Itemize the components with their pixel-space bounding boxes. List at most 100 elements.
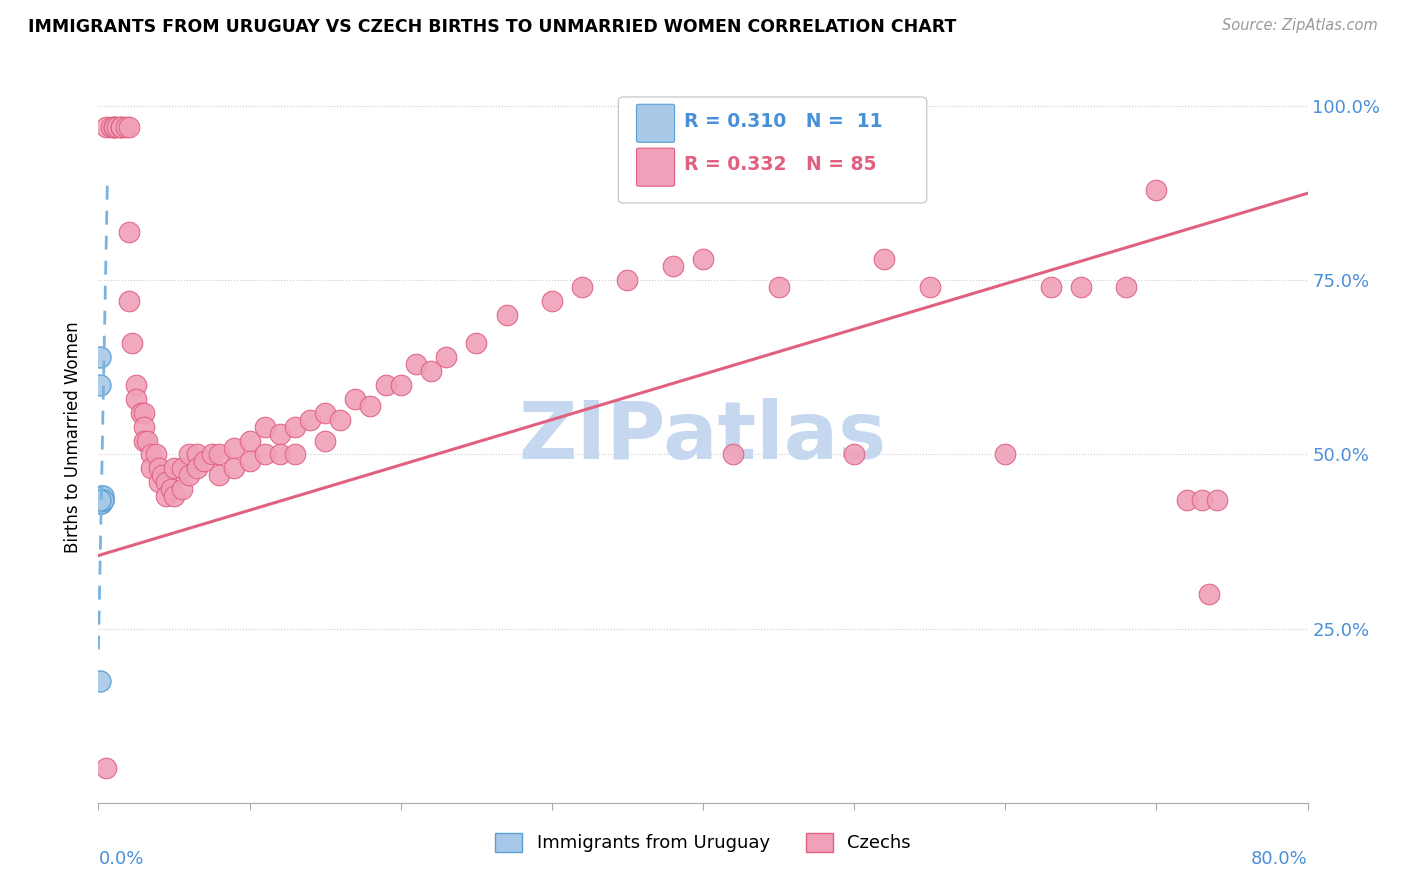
Point bbox=[179, 448, 201, 462]
Point bbox=[129, 406, 152, 420]
Point bbox=[1198, 587, 1220, 601]
Point bbox=[1144, 183, 1167, 197]
FancyBboxPatch shape bbox=[637, 104, 675, 143]
Point bbox=[314, 434, 336, 448]
Point bbox=[90, 489, 112, 503]
Point bbox=[239, 454, 262, 468]
Point bbox=[616, 273, 638, 287]
Point bbox=[155, 489, 177, 503]
Point bbox=[125, 392, 148, 406]
Point bbox=[193, 454, 215, 468]
Point bbox=[90, 496, 112, 510]
Point bbox=[141, 448, 163, 462]
Point bbox=[1206, 492, 1229, 507]
Point bbox=[571, 280, 593, 294]
Point bbox=[132, 406, 155, 420]
Point bbox=[103, 120, 125, 134]
Point bbox=[105, 120, 128, 134]
Point bbox=[540, 294, 562, 309]
Point bbox=[160, 483, 183, 497]
Point bbox=[405, 357, 427, 371]
Point bbox=[201, 448, 224, 462]
Point bbox=[135, 434, 157, 448]
Point bbox=[284, 419, 307, 434]
Point bbox=[1191, 492, 1213, 507]
Point bbox=[239, 434, 262, 448]
Point bbox=[179, 468, 201, 483]
Point bbox=[125, 377, 148, 392]
Text: ZIPatlas: ZIPatlas bbox=[519, 398, 887, 476]
Point bbox=[89, 350, 111, 364]
Point bbox=[148, 475, 170, 490]
Point bbox=[170, 461, 193, 475]
Point bbox=[873, 252, 896, 267]
Point bbox=[844, 448, 866, 462]
Point bbox=[103, 120, 125, 134]
Point bbox=[89, 492, 111, 507]
Point bbox=[269, 426, 291, 441]
Point bbox=[420, 364, 443, 378]
Text: Source: ZipAtlas.com: Source: ZipAtlas.com bbox=[1222, 18, 1378, 33]
Point bbox=[163, 461, 186, 475]
Point bbox=[89, 673, 111, 688]
Y-axis label: Births to Unmarried Women: Births to Unmarried Women bbox=[65, 321, 83, 553]
Point bbox=[661, 260, 683, 274]
Point bbox=[118, 225, 141, 239]
Text: 0.0%: 0.0% bbox=[98, 850, 143, 868]
Point bbox=[1070, 280, 1092, 294]
Legend: Immigrants from Uruguay, Czechs: Immigrants from Uruguay, Czechs bbox=[488, 826, 918, 860]
Point bbox=[186, 461, 208, 475]
Point bbox=[768, 280, 790, 294]
Point bbox=[269, 448, 291, 462]
Point bbox=[150, 468, 173, 483]
Point bbox=[145, 448, 167, 462]
Point bbox=[114, 120, 136, 134]
Point bbox=[918, 280, 941, 294]
Point bbox=[374, 377, 396, 392]
Text: R = 0.332   N = 85: R = 0.332 N = 85 bbox=[685, 155, 877, 175]
Point bbox=[299, 412, 322, 426]
Point bbox=[434, 350, 457, 364]
Point bbox=[132, 419, 155, 434]
Point bbox=[253, 448, 276, 462]
Point bbox=[692, 252, 714, 267]
Point bbox=[465, 336, 488, 351]
Point bbox=[110, 120, 132, 134]
Point bbox=[224, 441, 246, 455]
Point bbox=[141, 461, 163, 475]
Point bbox=[224, 461, 246, 475]
Point bbox=[186, 448, 208, 462]
Point bbox=[110, 120, 132, 134]
Point bbox=[284, 448, 307, 462]
Point bbox=[91, 492, 114, 507]
Point bbox=[118, 294, 141, 309]
FancyBboxPatch shape bbox=[637, 148, 675, 186]
Point bbox=[103, 120, 125, 134]
Point bbox=[94, 761, 117, 775]
Text: 80.0%: 80.0% bbox=[1251, 850, 1308, 868]
Point bbox=[118, 120, 141, 134]
Point bbox=[148, 461, 170, 475]
Point bbox=[90, 496, 112, 510]
Point bbox=[121, 336, 143, 351]
Point bbox=[360, 399, 382, 413]
Point bbox=[723, 448, 745, 462]
Point bbox=[208, 468, 231, 483]
Point bbox=[389, 377, 412, 392]
Point bbox=[94, 120, 117, 134]
Point bbox=[90, 492, 112, 507]
Point bbox=[253, 419, 276, 434]
Text: IMMIGRANTS FROM URUGUAY VS CZECH BIRTHS TO UNMARRIED WOMEN CORRELATION CHART: IMMIGRANTS FROM URUGUAY VS CZECH BIRTHS … bbox=[28, 18, 956, 36]
Point bbox=[329, 412, 352, 426]
Point bbox=[170, 483, 193, 497]
Point bbox=[994, 448, 1017, 462]
FancyBboxPatch shape bbox=[619, 97, 927, 203]
Point bbox=[1115, 280, 1137, 294]
Point bbox=[89, 377, 111, 392]
Point bbox=[1175, 492, 1198, 507]
Point bbox=[91, 489, 114, 503]
Point bbox=[208, 448, 231, 462]
Text: R = 0.310   N =  11: R = 0.310 N = 11 bbox=[685, 112, 883, 130]
Point bbox=[155, 475, 177, 490]
Point bbox=[1039, 280, 1062, 294]
